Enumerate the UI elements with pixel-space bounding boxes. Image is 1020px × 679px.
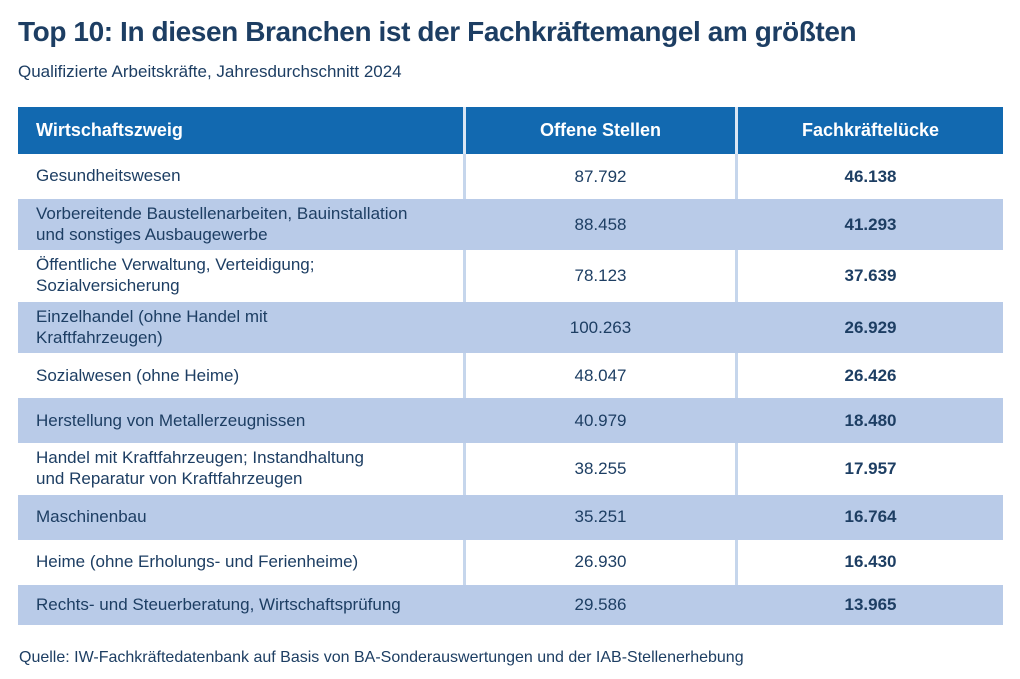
page-title: Top 10: In diesen Branchen ist der Fachk… [18, 16, 857, 47]
skills-gap-cell: 26.426 [735, 353, 1003, 399]
branch-cell: Öffentliche Verwaltung, Verteidigung; So… [36, 255, 315, 296]
shortage-table: Wirtschaftszweig Offene Stellen Fachkräf… [18, 107, 1003, 625]
skills-gap-cell: 18.480 [735, 398, 1003, 444]
table-row: Gesundheitswesen 87.792 46.138 [18, 154, 1003, 199]
table-row: Heime (ohne Erholungs- und Ferienheime) … [18, 539, 1003, 585]
branch-cell: Einzelhandel (ohne Handel mit Kraftfahrz… [36, 306, 268, 347]
branch-cell: Rechts- und Steuerberatung, Wirtschaftsp… [36, 594, 401, 614]
open-positions-cell: 100.263 [463, 301, 735, 354]
skills-gap-cell: 37.639 [735, 250, 1003, 302]
skills-gap-cell: 16.764 [735, 494, 1003, 540]
table-row: Rechts- und Steuerberatung, Wirtschaftsp… [18, 584, 1003, 625]
branch-cell: Vorbereitende Baustellenarbeiten, Bauins… [36, 204, 408, 244]
skills-gap-cell: 41.293 [735, 199, 1003, 251]
skills-gap-cell: 17.957 [735, 443, 1003, 495]
branch-cell: Heime (ohne Erholungs- und Ferienheime) [36, 552, 359, 571]
table-row: Herstellung von Metallerzeugnissen 40.97… [18, 398, 1003, 444]
table-row: Vorbereitende Baustellenarbeiten, Bauins… [18, 199, 1003, 251]
skills-gap-cell: 46.138 [735, 154, 1003, 199]
open-positions-cell: 78.123 [463, 250, 735, 302]
skills-gap-cell: 16.430 [735, 539, 1003, 585]
open-positions-cell: 29.586 [463, 584, 735, 625]
table-row: Handel mit Kraftfahrzeugen; Instandhaltu… [18, 443, 1003, 495]
skills-gap-cell: 26.929 [735, 301, 1003, 354]
column-header-fachkrafteluecke: Fachkräftelücke [735, 107, 1003, 154]
table-row: Einzelhandel (ohne Handel mit Kraftfahrz… [18, 301, 1003, 354]
branch-cell: Maschinenbau [36, 507, 147, 526]
column-header-wirtschaftszweig: Wirtschaftszweig [36, 119, 183, 140]
branch-cell: Gesundheitswesen [36, 166, 181, 186]
open-positions-cell: 38.255 [463, 443, 735, 495]
open-positions-cell: 26.930 [463, 539, 735, 585]
table-row: Öffentliche Verwaltung, Verteidigung; So… [18, 250, 1003, 302]
table-row: Sozialwesen (ohne Heime) 48.047 26.426 [18, 353, 1003, 399]
open-positions-cell: 87.792 [463, 154, 735, 199]
open-positions-cell: 35.251 [463, 494, 735, 540]
column-header-offene-stellen: Offene Stellen [463, 107, 735, 154]
table-row: Maschinenbau 35.251 16.764 [18, 494, 1003, 540]
open-positions-cell: 40.979 [463, 398, 735, 444]
skills-gap-cell: 13.965 [735, 584, 1003, 625]
open-positions-cell: 48.047 [463, 353, 735, 399]
branch-cell: Handel mit Kraftfahrzeugen; Instandhaltu… [36, 448, 364, 489]
open-positions-cell: 88.458 [463, 199, 735, 251]
table-header-row: Wirtschaftszweig Offene Stellen Fachkräf… [18, 107, 1003, 154]
branch-cell: Sozialwesen (ohne Heime) [36, 365, 240, 385]
page-subtitle: Qualifizierte Arbeitskräfte, Jahresdurch… [18, 62, 402, 81]
branch-cell: Herstellung von Metallerzeugnissen [36, 410, 306, 430]
source-note: Quelle: IW-Fachkräftedatenbank auf Basis… [19, 648, 744, 666]
